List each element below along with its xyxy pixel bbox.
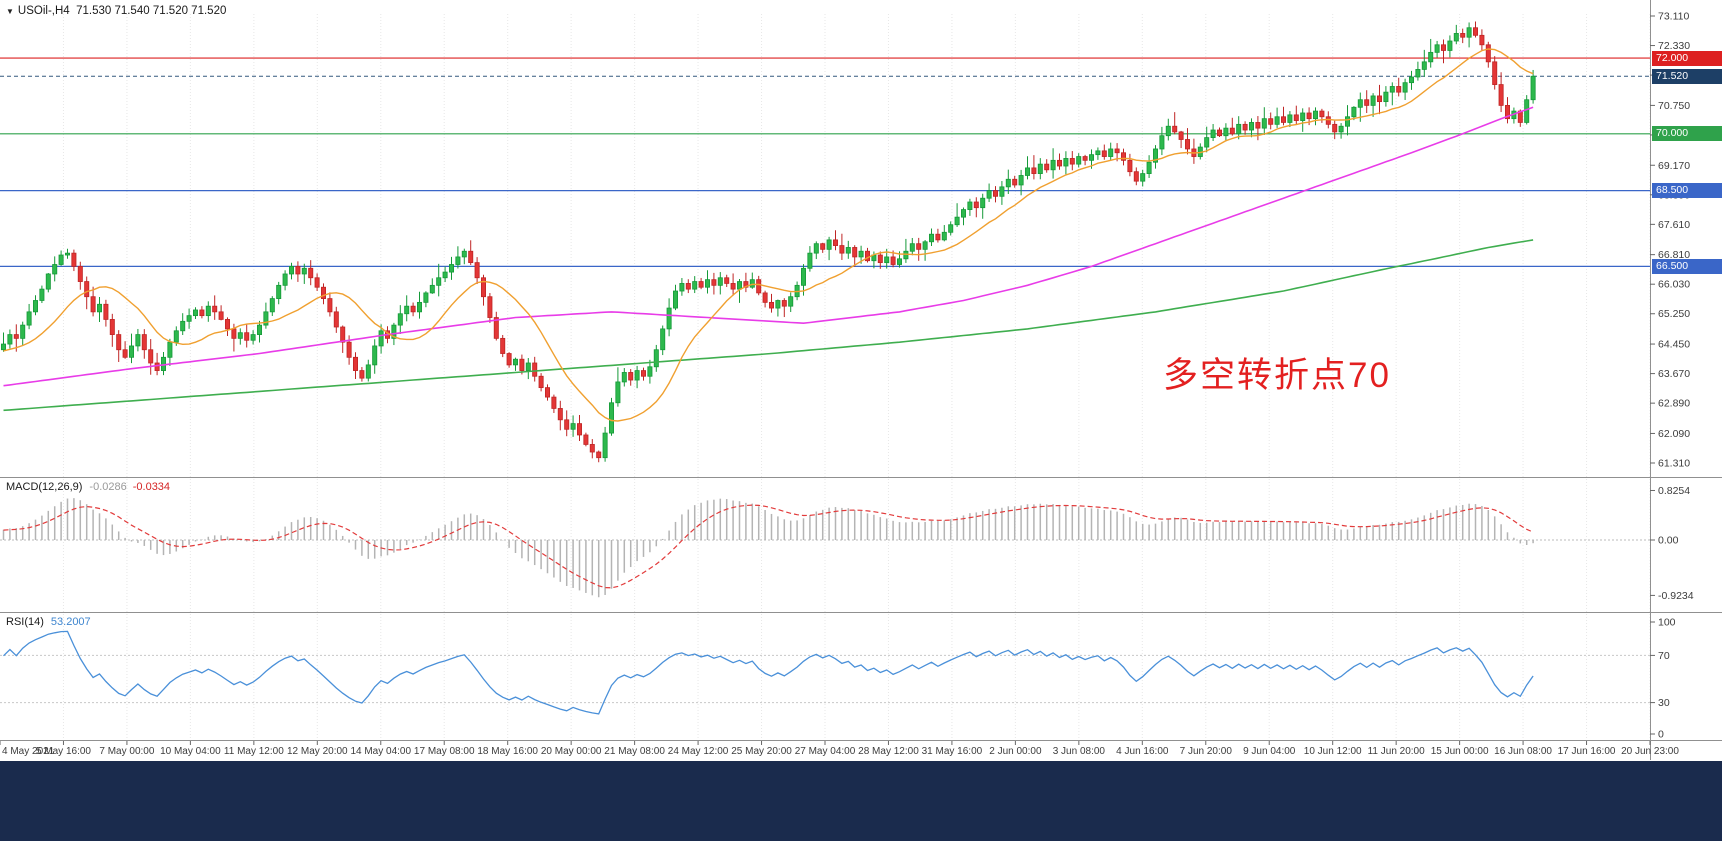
pane-separators: [0, 0, 1722, 760]
rsi-axis-labels: 100 70 30 0: [1650, 617, 1676, 741]
time-axis-label: 16 Jun 08:00: [1494, 746, 1552, 757]
price-axis-badge: 72.000: [1652, 50, 1722, 66]
price-tick-label: 70.750: [1658, 100, 1690, 112]
rsi-pane[interactable]: [0, 613, 1650, 740]
time-axis-label: 20 May 00:00: [541, 746, 602, 757]
main-chart-pane[interactable]: [0, 0, 1650, 477]
time-axis-label: 27 May 04:00: [795, 746, 856, 757]
time-axis-label: 7 May 00:00: [99, 746, 154, 757]
price-tick-label: 66.030: [1658, 279, 1690, 291]
macd-pane[interactable]: [0, 478, 1650, 612]
time-axis-label: 21 May 08:00: [604, 746, 665, 757]
time-axis-label: 28 May 12:00: [858, 746, 919, 757]
macd-value-signal: -0.0334: [132, 481, 171, 493]
price-tick-label: 61.310: [1658, 458, 1690, 470]
time-axis-label: 5 May 16:00: [36, 746, 91, 757]
macd-tick-label: 0.00: [1658, 535, 1679, 547]
chart-annotation: 多空转折点70: [1163, 356, 1391, 395]
macd-tick-label: -0.9234: [1658, 590, 1694, 602]
time-axis-label: 17 Jun 16:00: [1558, 746, 1616, 757]
price-tick-label: 69.170: [1658, 160, 1690, 172]
macd-value-main: -0.0286: [89, 481, 127, 493]
rsi-plot: [0, 630, 1650, 715]
symbol-marker-icon: ▼: [6, 7, 14, 16]
macd-axis-labels: 0.8254 0.00 -0.9234: [1650, 485, 1694, 602]
symbol-info: ▼ USOil-,H4 71.530 71.540 71.520 71.520: [6, 5, 226, 17]
price-axis-badge: 66.500: [1652, 258, 1722, 274]
moving-averages: [3, 48, 1534, 422]
grid: [62, 14, 1651, 740]
time-axis-label: 31 May 16:00: [922, 746, 983, 757]
price-tick-label: 72.330: [1658, 40, 1690, 52]
time-axis-label: 17 May 08:00: [414, 746, 475, 757]
time-axis-label: 3 Jun 08:00: [1053, 746, 1106, 757]
time-axis-label: 9 Jun 04:00: [1243, 746, 1296, 757]
rsi-value: 53.2007: [50, 616, 91, 628]
rsi-tick-label: 30: [1658, 697, 1670, 709]
rsi-tick-label: 70: [1658, 650, 1670, 662]
price-tick-label: 66.810: [1658, 249, 1690, 261]
time-axis-label: 10 Jun 12:00: [1304, 746, 1362, 757]
price-tick-label: 63.670: [1658, 368, 1690, 380]
time-axis-label: 11 Jun 20:00: [1368, 746, 1426, 757]
time-axis-label: 11 May 12:00: [224, 746, 284, 757]
price-tick-label: 62.890: [1658, 398, 1690, 410]
macd-name: MACD(12,26,9): [6, 481, 83, 493]
quote-ohlc: 71.530 71.540 71.520 71.520: [76, 5, 227, 17]
time-axis-label: 24 May 12:00: [668, 746, 729, 757]
level-lines: [0, 57, 1650, 267]
bottom-bar: [0, 761, 1722, 841]
price-tick-label: 73.110: [1658, 11, 1689, 23]
time-axis-label: 25 May 20:00: [731, 746, 792, 757]
price-tick-label: 64.450: [1658, 339, 1690, 351]
rsi-indicator-label: RSI(14) 53.2007: [6, 616, 91, 628]
symbol-period-label: USOil-,H4: [17, 5, 70, 17]
time-axis[interactable]: [0, 741, 1722, 761]
time-axis-label: 10 May 04:00: [160, 746, 221, 757]
price-axis[interactable]: [1651, 0, 1722, 740]
time-axis-label: 2 Jun 00:00: [989, 746, 1042, 757]
time-axis-label: 7 Jun 20:00: [1180, 746, 1233, 757]
macd-plot: [0, 498, 1650, 598]
time-axis-label: 20 Jun 23:00: [1621, 746, 1679, 757]
candlestick-series: [0, 21, 1536, 463]
rsi-tick-label: 0: [1658, 729, 1664, 741]
time-axis-label: 14 May 04:00: [350, 746, 411, 757]
price-tick-label: 65.250: [1658, 308, 1690, 320]
chart-canvas: 73.11072.33071.55070.75069.97069.17068.3…: [0, 0, 1722, 760]
time-axis-label: 18 May 16:00: [477, 746, 538, 757]
time-axis-label: 12 May 20:00: [287, 746, 348, 757]
rsi-tick-label: 100: [1658, 617, 1676, 629]
price-tick-label: 62.090: [1658, 428, 1690, 440]
price-axis-labels: 73.11072.33071.55070.75069.97069.17068.3…: [1650, 11, 1690, 470]
rsi-name: RSI(14): [6, 616, 44, 628]
macd-tick-label: 0.8254: [1658, 485, 1690, 497]
time-axis-label: 15 Jun 00:00: [1431, 746, 1489, 757]
time-axis-label: 4 Jun 16:00: [1116, 746, 1169, 757]
macd-indicator-label: MACD(12,26,9) -0.0286 -0.0334: [6, 481, 170, 493]
price-axis-badge: 68.500: [1652, 183, 1722, 199]
price-tick-label: 67.610: [1658, 219, 1690, 231]
price-axis-badge: 70.000: [1652, 126, 1722, 142]
price-axis-badge: 71.520: [1652, 68, 1722, 84]
time-axis-label: 4 May 2021: [2, 746, 55, 757]
